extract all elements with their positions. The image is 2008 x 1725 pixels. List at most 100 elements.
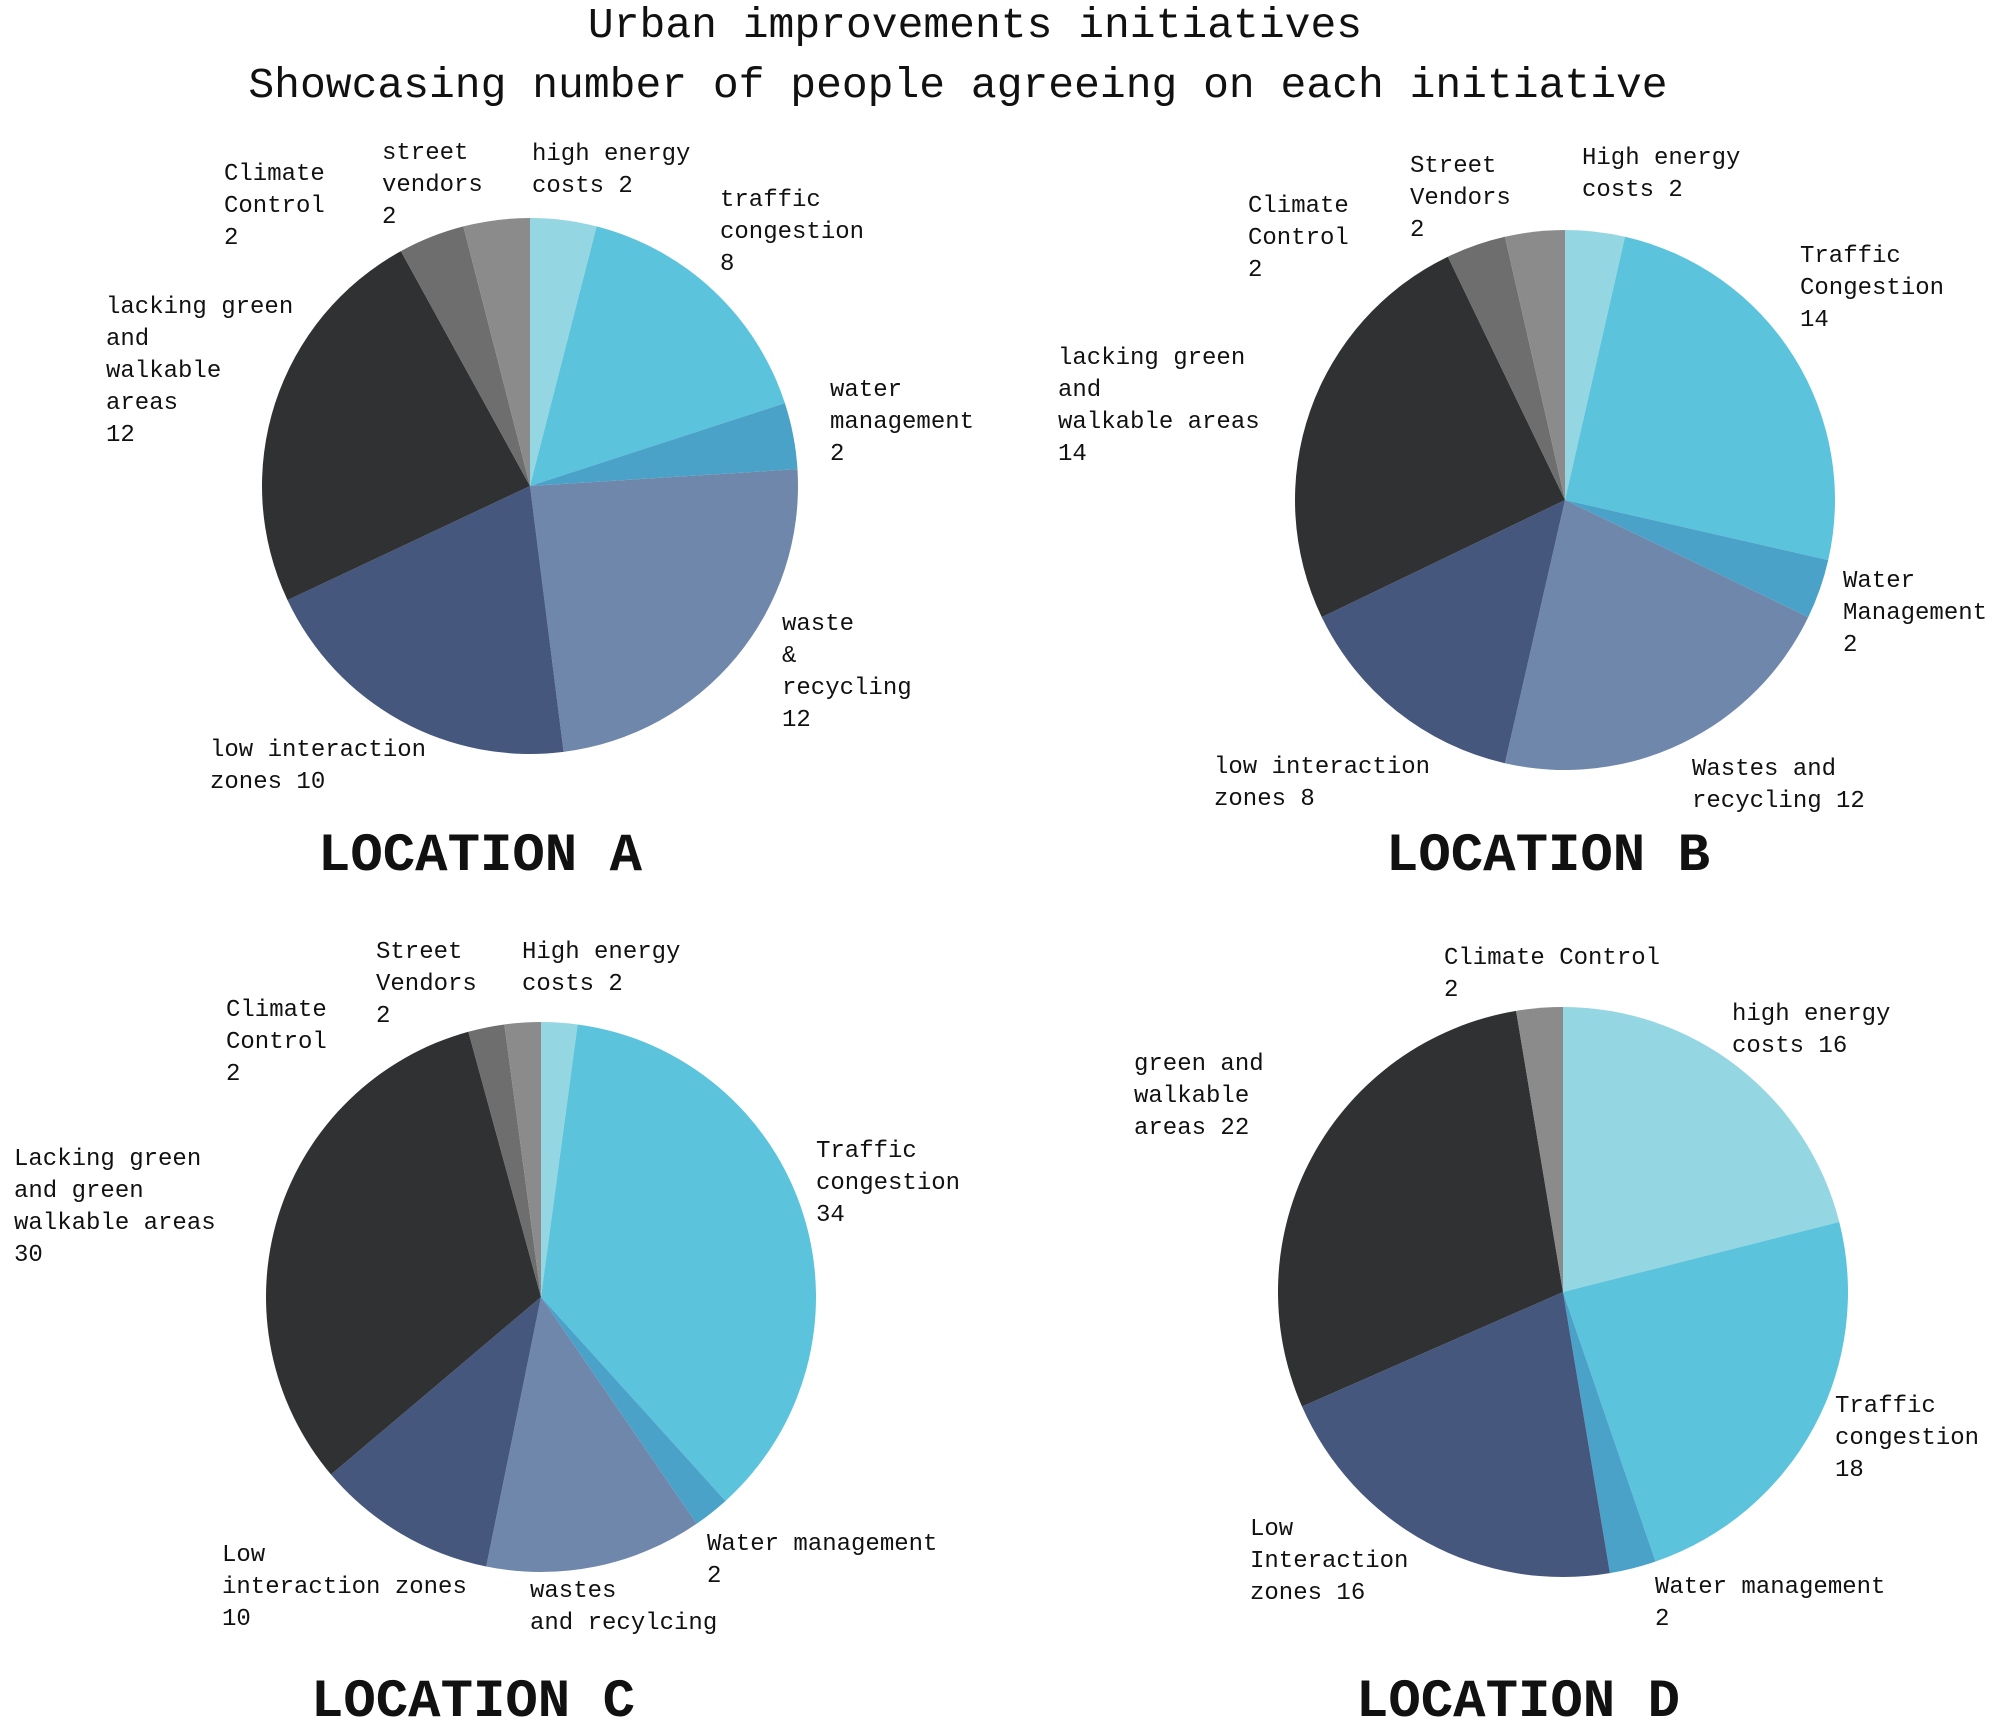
slice-label: wastes and recylcing	[530, 1578, 717, 1637]
slice-label-line: 12	[782, 707, 811, 734]
slice-label: Traffic congestion 18	[1835, 1393, 1979, 1484]
slice-label: green and walkable areas 22	[1134, 1051, 1264, 1142]
pie-chart-2: High energy costs 2 Traffic Congestion 14 Wat…	[1058, 145, 1987, 887]
pie-slice-high-energy-costs-2	[530, 218, 597, 486]
slice-label-line: water	[830, 377, 902, 404]
slice-label-line: interaction zones	[222, 1574, 467, 1601]
slice-label-line: costs 2	[522, 971, 623, 998]
slice-label-line: Vendors	[376, 971, 477, 998]
slice-label: Water management 2	[1655, 1574, 1885, 1633]
slice-label-line: Climate Control	[1444, 945, 1660, 972]
slice-label: Low Interaction zones 16	[1250, 1516, 1408, 1607]
slice-label-line: Management	[1843, 600, 1987, 627]
slice-label: high energy costs 2	[532, 141, 690, 200]
slice-label: Climate Control 2	[224, 161, 325, 252]
slice-label-line: lacking green	[1058, 345, 1245, 372]
slice-label-line: and recylcing	[530, 1610, 717, 1637]
slice-label-line: and	[106, 326, 149, 353]
slice-label: Climate Control 2	[1444, 945, 1660, 1004]
slice-label-line: high energy	[1732, 1001, 1890, 1028]
location-title: LOCATION A	[318, 826, 643, 887]
slice-label-line: areas	[106, 390, 178, 417]
slice-label: Climate Control 2	[226, 997, 327, 1088]
slice-label-line: management	[830, 409, 974, 436]
slice-label-line: walkable	[106, 358, 221, 385]
slice-label-line: congestion	[1835, 1425, 1979, 1452]
slice-label-line: 2	[376, 1003, 390, 1030]
pie-slice-high-energy-costs-2	[541, 1022, 578, 1297]
slice-label-line: 2	[1410, 217, 1424, 244]
slice-label: Water management 2	[707, 1531, 937, 1590]
slice-label-line: and	[1058, 377, 1101, 404]
pie-slice-climate-control-2	[1447, 236, 1565, 500]
pie-slice-low-interaction-zones-8	[1321, 500, 1565, 764]
slice-label-line: Street	[1410, 153, 1496, 180]
slice-label-line: Traffic	[816, 1138, 917, 1165]
slice-label-line: 2	[226, 1061, 240, 1088]
pie-slice-water-management-2	[530, 403, 798, 486]
slice-label-line: Climate	[1248, 193, 1349, 220]
slice-label-line: Low	[1250, 1516, 1294, 1543]
slice-label: Traffic congestion 34	[816, 1138, 960, 1229]
slice-label-line: 10	[222, 1606, 251, 1633]
slice-label-line: traffic	[720, 187, 821, 214]
slice-label-line: low interaction	[210, 737, 426, 764]
slice-label-line: 2	[224, 225, 238, 252]
slice-label-line: zones 8	[1214, 786, 1315, 813]
slice-label-line: Street	[376, 939, 462, 966]
pie-slice-low-interaction-zones-10	[331, 1297, 541, 1567]
slice-label-line: walkable	[1134, 1083, 1249, 1110]
pie-chart-1: high energy costs 2 traffic congestion 8 wate…	[106, 140, 974, 887]
slice-label-line: 14	[1058, 441, 1087, 468]
slice-label-line: congestion	[816, 1170, 960, 1197]
location-title: LOCATION D	[1356, 1672, 1680, 1725]
slice-label-line: areas 22	[1134, 1115, 1249, 1142]
pie-slice-lacking-green-and-green-walkable-areas-30	[266, 1031, 541, 1475]
slice-label-line: walkable areas	[14, 1210, 216, 1237]
slice-label: low interaction zones 8	[1214, 754, 1430, 813]
pie-slice-water-management-2	[541, 1297, 726, 1524]
slice-label-line: 8	[720, 251, 734, 278]
location-title: LOCATION B	[1386, 826, 1710, 887]
slice-label-line: Vendors	[1410, 185, 1511, 212]
slice-label-line: 14	[1800, 307, 1829, 334]
slice-label-line: costs 16	[1732, 1033, 1847, 1060]
slice-label-line: Congestion	[1800, 275, 1944, 302]
pie-slice-lacking-green-and-walkable-areas-14	[1295, 256, 1565, 618]
slice-label-line: waste	[782, 611, 854, 638]
slice-label: Water Management 2	[1843, 568, 1987, 659]
slice-label-line: recycling	[782, 675, 912, 702]
slice-label: Traffic Congestion 14	[1800, 243, 1944, 334]
slice-label: Wastes and recycling 12	[1692, 756, 1865, 815]
pie-slice-low-interaction-zones-10	[287, 486, 564, 755]
pie-slice-street-vendors-2	[1504, 230, 1565, 500]
pie-slice-traffic-congestion-14	[1565, 236, 1835, 561]
pie-slice-green-and-walkable-areas-22	[1277, 1010, 1563, 1407]
slice-label: Low interaction zones 10	[222, 1542, 467, 1633]
slice-label-line: zones 16	[1250, 1580, 1365, 1607]
slice-label: Street Vendors 2	[376, 939, 477, 1030]
slice-label-line: 2	[1843, 632, 1857, 659]
slice-label-line: street	[382, 140, 468, 167]
slice-label: lacking green and walkable areas 12	[106, 294, 293, 449]
location-title: LOCATION C	[311, 1672, 635, 1725]
pie-slice-climate-control-2	[400, 226, 530, 487]
slice-label-line: recycling 12	[1692, 788, 1865, 815]
slice-label-line: walkable areas	[1058, 409, 1260, 436]
slice-label-line: vendors	[382, 172, 483, 199]
slice-label-line: Traffic	[1835, 1393, 1936, 1420]
slice-label-line: Water	[1843, 568, 1915, 595]
pie-slice-climate-control-2	[1516, 1007, 1563, 1292]
pie-slice-traffic-congestion-34	[541, 1024, 817, 1501]
slice-label: street vendors 2	[382, 140, 483, 231]
slice-label: Lacking green and green walkable areas 30	[14, 1146, 216, 1269]
slice-label: lacking green and walkable areas 14	[1058, 345, 1260, 468]
slice-label-line: 2	[707, 1563, 721, 1590]
slice-label-line: wastes	[530, 1578, 616, 1605]
slice-label-line: Low	[222, 1542, 266, 1569]
figure-title-line-1: Urban improvements initiatives	[588, 1, 1362, 50]
pie-slice-low-interaction-zones-16	[1302, 1292, 1610, 1577]
slice-label-line: Water management	[707, 1531, 937, 1558]
pie-slice-lacking-green-and-walkable-areas-12	[262, 251, 530, 601]
